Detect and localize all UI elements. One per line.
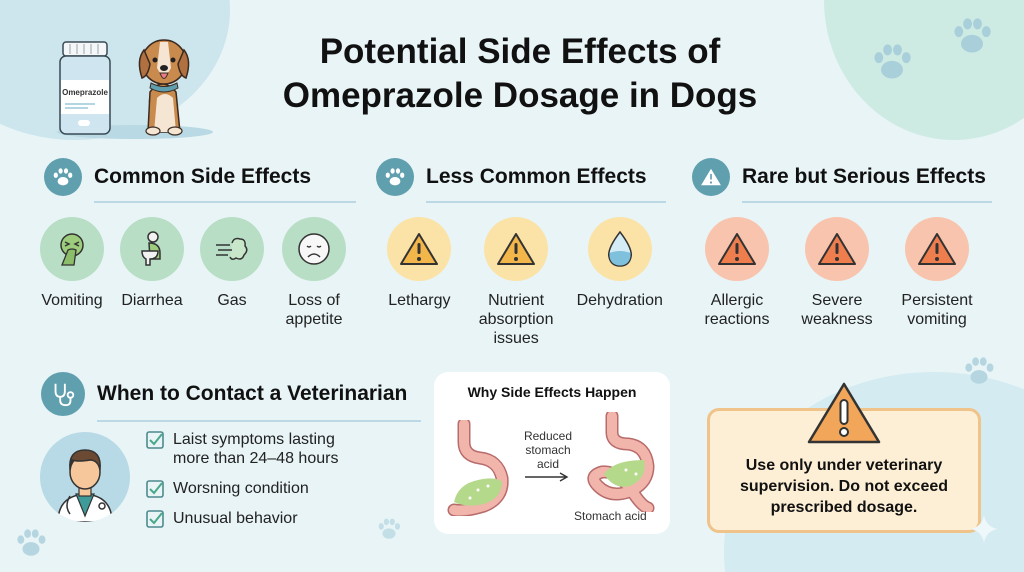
checklist-text: Worsning condition	[173, 480, 309, 497]
section-rare-serious-effects: Rare but Serious Effects Allergic reacti…	[692, 157, 992, 329]
divider	[97, 420, 421, 422]
paw-print-icon	[378, 518, 401, 539]
divider	[742, 201, 992, 203]
side-effect-gas: Gas	[198, 217, 266, 329]
sad-face-icon	[282, 217, 346, 281]
section-title: Less Common Effects	[426, 165, 647, 188]
stethoscope-icon	[41, 372, 85, 416]
checkbox-checked-icon	[146, 480, 164, 498]
stomach-reduced-acid-icon	[587, 412, 655, 512]
warning-icon	[387, 217, 452, 281]
side-effect-label: Gas	[217, 292, 247, 309]
water-drop-icon	[587, 217, 652, 281]
checklist-item: Laist symptoms lasting more than 24–48 h…	[146, 430, 373, 468]
arrow-label: Reduced stomach acid	[523, 429, 573, 471]
divider	[426, 201, 666, 203]
side-effect-vomiting: Vomiting	[38, 217, 106, 329]
side-effect-label: Allergic reactions	[704, 292, 770, 328]
checklist-item: Worsning condition	[146, 479, 373, 498]
card-title: Why Side Effects Happen	[467, 384, 637, 400]
side-effect-label: Lethargy	[388, 292, 451, 309]
side-effect-label: Loss of appetite	[285, 292, 343, 328]
side-effect-label: Dehydration	[576, 292, 663, 309]
medicine-bottle-icon: Omeprazole	[59, 41, 111, 135]
vet-checklist: Laist symptoms lasting more than 24–48 h…	[146, 430, 373, 539]
side-effect-severe-weakness: Severe weakness	[796, 217, 878, 329]
paw-print-icon	[965, 357, 994, 384]
divider	[94, 201, 356, 203]
side-effect-persistent-vomiting: Persistent vomiting	[896, 217, 978, 329]
side-effect-label: Severe weakness	[801, 292, 873, 328]
warning-icon	[692, 158, 730, 196]
hero-illustration: Omeprazole	[57, 39, 213, 139]
section-title: Common Side Effects	[94, 165, 312, 188]
side-effect-lethargy: Lethargy	[380, 217, 459, 348]
gas-cloud-icon	[200, 217, 264, 281]
warning-icon	[705, 217, 769, 281]
paw-icon	[44, 158, 82, 196]
paw-print-icon	[17, 529, 46, 556]
sparkle-icon	[970, 515, 998, 543]
side-effect-loss-of-appetite: Loss of appetite	[278, 217, 350, 329]
stomach-acid-label: Stomach acid	[574, 509, 647, 523]
veterinarian-avatar	[40, 432, 130, 522]
section-less-common-effects: Less Common Effects Lethargy Nutrient ab…	[376, 157, 666, 348]
side-effect-dehydration: Dehydration	[573, 217, 666, 348]
warning-icon	[905, 217, 969, 281]
page-title: Potential Side Effects of Omeprazole Dos…	[250, 30, 790, 118]
title-line-2: Omeprazole Dosage in Dogs	[282, 76, 758, 115]
checkbox-checked-icon	[146, 510, 164, 528]
paw-print-icon	[874, 44, 911, 79]
checklist-item: Unusual behavior	[146, 509, 373, 528]
warning-icon	[805, 217, 869, 281]
checkbox-checked-icon	[146, 431, 164, 449]
svg-text:Omeprazole: Omeprazole	[62, 88, 108, 97]
side-effect-nutrient-absorption: Nutrient absorption issues	[475, 217, 558, 348]
section-title: Rare but Serious Effects	[742, 165, 986, 188]
title-line-1: Potential Side Effects of	[319, 32, 721, 71]
checklist-text: Unusual behavior	[173, 510, 298, 527]
vomiting-face-icon	[40, 217, 104, 281]
dog-illustration	[138, 39, 190, 136]
side-effect-label: Persistent vomiting	[901, 292, 973, 328]
checklist-text: Laist symptoms lasting more than 24–48 h…	[173, 431, 339, 467]
side-effect-allergic-reactions: Allergic reactions	[696, 217, 778, 329]
warning-icon	[807, 382, 881, 444]
section-common-side-effects: Common Side Effects Vomiting Diarrhea Ga…	[40, 157, 356, 329]
why-side-effects-card: Why Side Effects Happen Reduced stomach …	[434, 372, 670, 534]
section-title: When to Contact a Veterinarian	[97, 382, 408, 405]
side-effect-label: Diarrhea	[121, 292, 183, 309]
background-blob	[824, 0, 1024, 140]
side-effect-label: Nutrient absorption issues	[478, 292, 554, 347]
paw-icon	[376, 158, 414, 196]
section-contact-veterinarian: When to Contact a Veterinarian	[41, 372, 421, 422]
paw-print-icon	[954, 18, 991, 53]
side-effect-label: Vomiting	[41, 292, 103, 309]
warning-text: Use only under veterinary supervision. D…	[739, 457, 949, 516]
stomach-normal-icon	[447, 420, 509, 516]
arrow-right-icon	[525, 472, 569, 482]
warning-icon	[484, 217, 549, 281]
toilet-person-icon	[120, 217, 184, 281]
side-effect-diarrhea: Diarrhea	[118, 217, 186, 329]
